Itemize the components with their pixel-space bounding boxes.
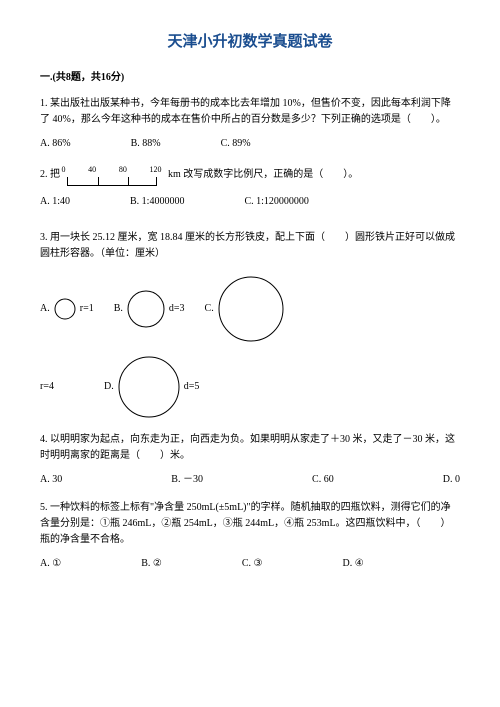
q3-label-d: D. <box>104 379 114 395</box>
q3-item-c: C. <box>205 276 284 342</box>
q2-options: A. 1:40 B. 1:4000000 C. 1:120000000 <box>40 194 460 210</box>
q3-r4: r=4 <box>40 379 54 395</box>
ruler-0: 0 <box>62 164 66 177</box>
ruler-120: 120 <box>149 164 161 177</box>
q3-label-a: A. <box>40 301 50 317</box>
ruler-80: 80 <box>119 164 127 177</box>
q4-options: A. 30 B. －30 C. 60 D. 0 <box>40 472 460 488</box>
question-2: 2. 把 0 40 80 120 km 改写成数字比例尺，正确的是（ ）。 A.… <box>40 164 460 210</box>
question-1: 1. 某出版社出版某种书，今年每册书的成本比去年增加 10%，但售价不变，因此每… <box>40 96 460 152</box>
q4-opt-c: C. 60 <box>312 472 334 488</box>
q1-opt-a: A. 86% <box>40 136 71 152</box>
circle-r1-icon <box>54 298 76 320</box>
q4-text: 4. 以明明家为起点，向东走为正，向西走为负。如果明明从家走了＋30 米，又走了… <box>40 432 460 464</box>
q4-opt-b: B. －30 <box>171 472 203 488</box>
q5-opt-a: A. ① <box>40 556 61 572</box>
q3-label-b: B. <box>114 301 123 317</box>
q5-opt-d: D. ④ <box>342 556 363 572</box>
section-header: 一.(共8题，共16分) <box>40 70 460 86</box>
question-3: 3. 用一块长 25.12 厘米，宽 18.84 厘米的长方形铁皮，配上下面（ … <box>40 230 460 418</box>
q3-item-a: A. r=1 <box>40 298 94 320</box>
q4-opt-d: D. 0 <box>443 472 460 488</box>
ruler-icon: 0 40 80 120 <box>67 164 162 186</box>
q3-circles-row2: r=4 D. d=5 <box>40 356 460 418</box>
q3-r1: r=1 <box>80 301 94 317</box>
q2-before: 2. 把 <box>40 169 60 180</box>
q4-opt-a: A. 30 <box>40 472 62 488</box>
ruler-40: 40 <box>88 164 96 177</box>
q3-item-d: D. d=5 <box>104 356 199 418</box>
q1-text: 1. 某出版社出版某种书，今年每册书的成本比去年增加 10%，但售价不变，因此每… <box>40 96 460 128</box>
q2-after: km 改写成数字比例尺，正确的是（ ）。 <box>168 169 358 180</box>
q5-opt-b: B. ② <box>141 556 162 572</box>
q1-options: A. 86% B. 88% C. 89% <box>40 136 460 152</box>
q2-opt-a: A. 1:40 <box>40 194 70 210</box>
q1-opt-c: C. 89% <box>221 136 251 152</box>
q5-text: 5. 一种饮料的标签上标有"净含量 250mL(±5mL)"的字样。随机抽取的四… <box>40 500 460 548</box>
q5-options: A. ① B. ② C. ③ D. ④ <box>40 556 460 572</box>
q3-item-b: B. d=3 <box>114 290 185 328</box>
q5-opt-c: C. ③ <box>242 556 263 572</box>
q3-text: 3. 用一块长 25.12 厘米，宽 18.84 厘米的长方形铁皮，配上下面（ … <box>40 230 460 262</box>
q3-d5: d=5 <box>184 379 200 395</box>
q3-circles-row1: A. r=1 B. d=3 C. <box>40 276 460 342</box>
q1-opt-b: B. 88% <box>131 136 161 152</box>
circle-d3-icon <box>127 290 165 328</box>
page-title: 天津小升初数学真题试卷 <box>40 30 460 54</box>
q3-label-c: C. <box>205 301 214 317</box>
q2-opt-c: C. 1:120000000 <box>244 194 308 210</box>
circle-d5-icon <box>118 356 180 418</box>
question-5: 5. 一种饮料的标签上标有"净含量 250mL(±5mL)"的字样。随机抽取的四… <box>40 500 460 572</box>
q2-text: 2. 把 0 40 80 120 km 改写成数字比例尺，正确的是（ ）。 <box>40 164 460 186</box>
question-4: 4. 以明明家为起点，向东走为正，向西走为负。如果明明从家走了＋30 米，又走了… <box>40 432 460 488</box>
circle-c-icon <box>218 276 284 342</box>
q3-d3: d=3 <box>169 301 185 317</box>
q2-opt-b: B. 1:4000000 <box>130 194 184 210</box>
